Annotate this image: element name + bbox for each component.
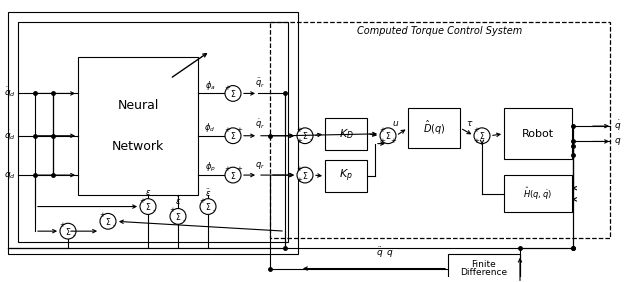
Text: +: + — [390, 138, 396, 144]
Text: +: + — [169, 208, 175, 213]
Bar — [448, 254, 520, 282]
Text: $\Sigma$: $\Sigma$ — [145, 201, 151, 212]
Text: +: + — [236, 127, 242, 133]
Text: $\tau$: $\tau$ — [466, 120, 474, 128]
Text: -: - — [310, 137, 312, 143]
Bar — [408, 108, 460, 147]
Text: $q_d$: $q_d$ — [4, 169, 16, 180]
Text: -: - — [112, 222, 115, 228]
Text: Difference: Difference — [461, 268, 508, 277]
Text: +: + — [139, 198, 145, 204]
Text: $\Sigma$: $\Sigma$ — [230, 130, 236, 141]
Text: u: u — [392, 120, 398, 128]
Text: $q$: $q$ — [614, 136, 621, 147]
Text: $\ddot{q}$: $\ddot{q}$ — [376, 246, 384, 260]
Text: $\Sigma$: $\Sigma$ — [230, 88, 236, 99]
Text: +: + — [379, 127, 385, 133]
Text: $\phi_d$: $\phi_d$ — [204, 121, 216, 134]
Text: $\dot{q}$: $\dot{q}$ — [614, 119, 621, 133]
Text: $\dot{q}_r$: $\dot{q}_r$ — [255, 117, 265, 131]
Bar — [504, 108, 572, 159]
Text: +: + — [99, 212, 105, 219]
Text: $\Sigma$: $\Sigma$ — [479, 130, 485, 141]
Text: $\Sigma$: $\Sigma$ — [385, 130, 391, 141]
Text: $\ddot{q}_r$: $\ddot{q}_r$ — [255, 76, 265, 90]
Text: $K_p$: $K_p$ — [339, 168, 353, 184]
Text: -: - — [182, 217, 185, 223]
Circle shape — [200, 199, 216, 214]
Text: $\Sigma$: $\Sigma$ — [230, 169, 236, 180]
Text: +: + — [296, 166, 302, 172]
Circle shape — [100, 213, 116, 229]
Text: +: + — [379, 138, 385, 144]
Bar — [325, 118, 367, 149]
Text: $\phi_p$: $\phi_p$ — [204, 161, 216, 174]
Text: $\varepsilon$: $\varepsilon$ — [145, 188, 151, 197]
Text: +: + — [296, 138, 302, 144]
Circle shape — [297, 128, 313, 144]
Text: +: + — [473, 127, 479, 133]
Text: +: + — [473, 138, 479, 144]
Circle shape — [225, 128, 241, 144]
Text: $\hat{H}(q,\dot{q})$: $\hat{H}(q,\dot{q})$ — [524, 186, 552, 202]
Bar — [8, 12, 298, 254]
Text: $\dot{\varepsilon}$: $\dot{\varepsilon}$ — [175, 195, 181, 207]
Text: $\Sigma$: $\Sigma$ — [65, 226, 71, 237]
Text: $\dot{q}_d$: $\dot{q}_d$ — [4, 129, 16, 143]
Text: +: + — [236, 166, 242, 172]
Text: +: + — [296, 177, 302, 183]
Text: Neural: Neural — [118, 99, 159, 112]
Text: +: + — [59, 222, 65, 228]
Text: -: - — [152, 208, 155, 213]
Circle shape — [225, 167, 241, 183]
Text: $q_r$: $q_r$ — [255, 160, 265, 171]
Circle shape — [225, 85, 241, 101]
Bar — [78, 57, 198, 195]
Text: Finite: Finite — [472, 260, 496, 268]
Text: +: + — [224, 85, 230, 91]
Text: $\Sigma$: $\Sigma$ — [205, 201, 211, 212]
Text: Network: Network — [112, 140, 164, 153]
Circle shape — [474, 128, 490, 144]
Text: $\Sigma$: $\Sigma$ — [302, 169, 308, 180]
Text: -: - — [213, 208, 215, 213]
Text: $\hat{D}(q)$: $\hat{D}(q)$ — [422, 119, 445, 137]
Text: $\ddot{q}_d$: $\ddot{q}_d$ — [4, 87, 16, 100]
Text: $\Sigma$: $\Sigma$ — [175, 211, 181, 222]
Text: $K_D$: $K_D$ — [339, 127, 354, 141]
Text: -: - — [72, 232, 75, 238]
Text: $q$: $q$ — [386, 248, 394, 259]
Bar — [270, 22, 610, 238]
Text: +: + — [199, 198, 205, 204]
Circle shape — [297, 167, 313, 183]
Circle shape — [140, 199, 156, 214]
Circle shape — [60, 223, 76, 239]
Bar — [504, 175, 572, 212]
Circle shape — [170, 208, 186, 224]
Text: $\Sigma$: $\Sigma$ — [302, 130, 308, 141]
Text: -: - — [310, 176, 312, 182]
Bar — [325, 160, 367, 192]
Text: $\ddot{\varepsilon}$: $\ddot{\varepsilon}$ — [205, 187, 211, 199]
Text: Robot: Robot — [522, 129, 554, 139]
Text: $\phi_a$: $\phi_a$ — [204, 79, 216, 92]
Text: +: + — [296, 127, 302, 133]
Circle shape — [380, 128, 396, 144]
Text: +: + — [224, 166, 230, 172]
Text: +: + — [224, 127, 230, 133]
Text: $\Sigma$: $\Sigma$ — [105, 216, 111, 227]
Bar — [18, 22, 288, 242]
Text: Computed Torque Control System: Computed Torque Control System — [357, 27, 522, 36]
